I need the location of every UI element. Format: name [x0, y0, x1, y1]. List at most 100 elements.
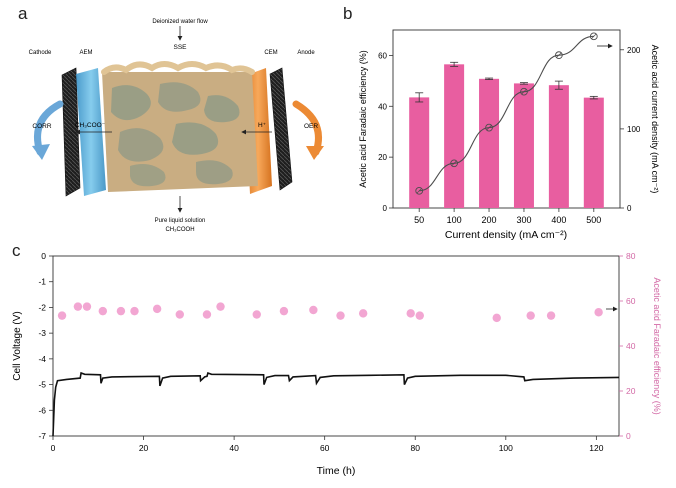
- chart-b-line-marker: [415, 186, 424, 195]
- chart-c-right-tick-label: 80: [626, 251, 636, 261]
- chart-b-ylabel-right: Acetic acid current density (mA cm⁻²): [650, 45, 660, 194]
- panel-a-letter: a: [18, 4, 28, 23]
- chart-c-fe-point: [358, 309, 368, 318]
- chart-c-left-tick-label: -5: [38, 380, 46, 390]
- chart-c-right-tick-label: 60: [626, 296, 636, 306]
- chart-b-left-tick-label: 0: [383, 204, 388, 213]
- chart-c-fe-point: [82, 302, 92, 311]
- chart-c-left-tick-label: -3: [38, 328, 46, 338]
- sse-block: [101, 61, 258, 192]
- chart-c-fe-point: [57, 311, 67, 320]
- chart-b-line-series: [415, 32, 598, 195]
- chart-b-x-tick-label: 200: [482, 215, 497, 225]
- chart-c-x-tick-label: 0: [51, 443, 56, 453]
- chart-c-x-tick-label: 20: [139, 443, 149, 453]
- oer-label: OER: [304, 123, 318, 130]
- chart-c-fe-point: [415, 311, 424, 320]
- chart-c-left-tick-label: -6: [38, 405, 46, 415]
- chart-b-line-marker-slash: [521, 89, 527, 95]
- chart-b-x-axis: 50 100 200 300 400 500: [414, 208, 601, 225]
- oer-arrow-head: [306, 146, 324, 160]
- chart-c-fe-point: [202, 310, 212, 319]
- chart-b-left-tick-label: 20: [378, 153, 387, 162]
- chart-b-bar: [583, 97, 604, 208]
- chart-b-line-marker: [450, 159, 458, 168]
- schematic-panel: Deionized water flow SSE Cathode AEM CEM…: [29, 19, 324, 233]
- proton-label: H⁺: [258, 122, 266, 129]
- chart-c-fe-point: [492, 313, 501, 323]
- chart-c-fe-point: [73, 302, 83, 311]
- chart-b-right-tick-label: 200: [627, 46, 641, 55]
- chart-b-bar: [479, 78, 500, 208]
- corr-arrow-head: [32, 144, 50, 160]
- chart-c-ylabel-right: Acetic acid Faradaic efficiency (%): [652, 277, 662, 414]
- chart-b-line: [419, 35, 594, 192]
- chart-b-line-marker-slash: [486, 124, 492, 131]
- panel-c-letter: c: [12, 241, 21, 260]
- chart-b-left-tick-label: 60: [378, 51, 387, 60]
- chart-b-bar: [513, 83, 534, 208]
- chart-c-fe-point: [526, 311, 535, 320]
- chart-b-line-marker: [520, 87, 528, 96]
- chart-c-left-axis: 0 -1 -2 -3 -4 -5 -6 -7: [38, 251, 53, 441]
- sse-label: SSE: [173, 44, 187, 51]
- aem-label: AEM: [79, 50, 92, 56]
- chart-c-x-tick-label: 100: [499, 443, 513, 453]
- acetate-ion-label: CH₃COO⁻: [75, 122, 105, 129]
- chart-b: 0 20 40 60 0 100 200 50 100 200 300 400 500 Curren…: [358, 29, 660, 241]
- chart-b-bar: [444, 64, 465, 208]
- chart-b-right-tick-label: 0: [627, 204, 632, 213]
- chart-c-fe-point: [309, 305, 318, 315]
- chart-c-fe-point: [152, 304, 162, 314]
- chart-c-ylabel-left: Cell Voltage (V): [12, 311, 23, 380]
- chart-b-plot-frame: [392, 29, 621, 209]
- chart-b-right-tick-label: 100: [627, 125, 641, 134]
- chart-c-x-tick-label: 40: [229, 443, 239, 453]
- chart-c-fe-point: [406, 309, 415, 318]
- chart-b-x-tick-label: 300: [516, 215, 531, 225]
- chart-b-line-marker-slash: [451, 160, 457, 166]
- chart-c-x-axis: 0 20 40 60 80 100 120: [51, 436, 604, 453]
- cem-label: CEM: [264, 50, 277, 56]
- chart-c-fe-point: [175, 310, 184, 319]
- chart-b-bars: [409, 61, 604, 208]
- chart-b-ylabel-left: Acetic acid Faradaic efficiency (%): [358, 50, 368, 187]
- anode-electrode: [269, 67, 293, 191]
- cathode-label: Cathode: [29, 50, 52, 56]
- chart-b-line-marker: [485, 123, 493, 132]
- chart-c-fe-point: [116, 306, 126, 316]
- cathode-electrode: [61, 67, 81, 197]
- chart-b-x-tick-label: 400: [551, 215, 566, 225]
- chart-c-fe-point: [252, 310, 261, 319]
- chart-c-xlabel: Time (h): [317, 465, 356, 477]
- corr-label: CORR: [32, 123, 51, 130]
- chart-c-x-tick-label: 120: [589, 443, 603, 453]
- chart-b-line-marker-slash: [591, 33, 597, 39]
- chart-c-plot-frame: [52, 255, 620, 437]
- chart-c-left-tick-label: 0: [41, 251, 46, 261]
- chart-c: 0 -1 -2 -3 -4 -5 -6 -7 0 20 40 60 80 0 20 40 60 80 100 12…: [12, 251, 662, 477]
- chart-c-left-tick-label: -7: [38, 431, 46, 441]
- chart-c-fe-point: [594, 308, 603, 317]
- chart-c-right-tick-label: 0: [626, 431, 631, 441]
- chart-b-left-axis: 0 20 40 60: [378, 51, 393, 213]
- anode-label: Anode: [297, 50, 315, 56]
- chart-b-x-tick-label: 50: [414, 215, 424, 225]
- chart-c-right-axis: 0 20 40 60 80: [619, 251, 636, 441]
- chart-c-left-tick-label: -1: [38, 277, 46, 287]
- chart-c-voltage-line: [52, 371, 620, 437]
- product-label: Pure liquid solution: [155, 218, 206, 224]
- chart-b-line-marker-slash: [416, 188, 422, 194]
- chart-c-left-tick-label: -4: [38, 354, 46, 364]
- chart-b-left-tick-label: 40: [378, 102, 387, 111]
- chart-c-fe-point: [546, 311, 556, 320]
- product-formula: CH₃COOH: [165, 227, 194, 233]
- panel-b-letter: b: [343, 4, 353, 23]
- chart-c-fe-point: [336, 311, 345, 320]
- chart-c-fe-point: [98, 306, 108, 316]
- chart-c-right-tick-label: 20: [626, 386, 636, 396]
- chart-b-line-marker-slash: [556, 52, 562, 58]
- chart-c-right-tick-label: 40: [626, 341, 636, 351]
- chart-b-line-marker: [589, 32, 598, 41]
